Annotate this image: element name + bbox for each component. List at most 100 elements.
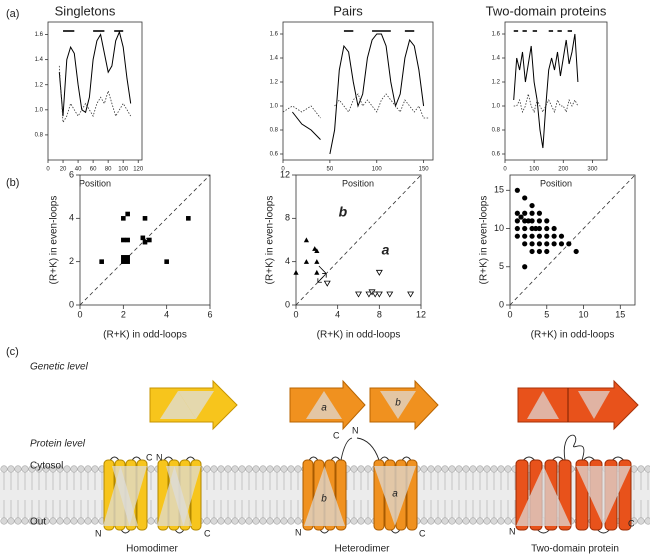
plot-frame	[282, 21, 434, 161]
point	[558, 233, 565, 239]
caption: Heterodimer	[334, 544, 390, 555]
point	[536, 241, 543, 247]
point	[522, 233, 528, 239]
lipid-head	[91, 465, 99, 473]
point	[314, 259, 320, 264]
repeat-triangle	[112, 466, 147, 526]
loop	[340, 437, 353, 461]
point	[558, 241, 565, 247]
lipid-head	[462, 517, 470, 525]
y-tick-label: 0.8	[492, 128, 501, 134]
lipid-head	[469, 517, 477, 525]
x-tick-label: 10	[579, 309, 589, 319]
plot-frame	[79, 174, 211, 306]
y-tick-label: 6	[69, 169, 74, 179]
line-series	[58, 65, 132, 124]
point	[544, 233, 550, 239]
x-tick-label: 0	[293, 309, 298, 319]
out-label: Out	[30, 517, 46, 528]
point	[303, 237, 310, 243]
lipid-head	[266, 465, 274, 473]
point	[121, 255, 126, 260]
lipid-head	[21, 517, 29, 525]
point	[125, 259, 130, 264]
lipid-head	[420, 465, 428, 473]
x-tick-label: 4	[335, 309, 340, 319]
repeat-triangle	[178, 391, 214, 419]
x-tick-label: 100	[529, 167, 540, 173]
terminus-label: C	[628, 518, 635, 528]
point	[142, 216, 148, 221]
lipid-head	[273, 517, 281, 525]
terminus-label: C	[419, 528, 426, 538]
plot-frame	[504, 21, 608, 161]
lipid-head	[434, 465, 442, 473]
y-axis-label: (R+K) in even-loops	[49, 196, 60, 285]
lipid-head	[497, 517, 505, 525]
subunit-label: a	[392, 489, 398, 500]
point	[147, 237, 152, 243]
lipid-head	[84, 517, 92, 525]
y-tick-label: 1.0	[35, 107, 44, 113]
lipid-head	[217, 517, 225, 525]
annotation: b	[339, 204, 348, 220]
lipid-head	[0, 465, 8, 473]
x-axis-label: (R+K) in odd-loops	[103, 330, 187, 341]
x-axis-label: (R+K) in odd-loops	[317, 330, 401, 341]
x-tick-label: 60	[90, 167, 97, 173]
x-tick-label: 5	[544, 309, 549, 319]
point	[99, 259, 104, 264]
y-tick-label: 5	[499, 261, 504, 271]
lipid-head	[364, 465, 372, 473]
lipid-head	[504, 517, 512, 525]
x-tick-label: 100	[118, 167, 129, 173]
point	[551, 225, 557, 232]
repeat-triangle	[304, 466, 345, 526]
lipid-head	[448, 517, 456, 525]
point	[125, 237, 130, 243]
lipid-head	[441, 465, 449, 473]
point	[522, 210, 528, 216]
loop	[356, 437, 380, 461]
lipid-head	[252, 517, 260, 525]
point	[544, 248, 550, 255]
chart-title: Two-domain proteins	[486, 3, 607, 18]
lipid-head	[63, 465, 71, 473]
lipid-head	[637, 517, 645, 525]
point	[573, 248, 579, 255]
lipid-head	[434, 517, 442, 525]
y-tick-label: 2	[69, 256, 74, 266]
lipid-head	[455, 517, 463, 525]
y-tick-label: 1.0	[492, 104, 501, 110]
line-series	[292, 33, 425, 155]
chart-title: Singletons	[55, 3, 116, 18]
x-tick-label: 15	[615, 309, 625, 319]
lipid-head	[203, 517, 211, 525]
lipid-head	[7, 517, 15, 525]
lipid-head	[49, 517, 57, 525]
x-tick-label: 80	[105, 167, 112, 173]
chart: 0 20 40 60 80 100 120 0.8 1.0 1.2 1.4 1.6 Singletons…	[35, 3, 144, 188]
point	[314, 269, 320, 275]
repeat-triangle	[516, 466, 571, 526]
y-tick-label: 1.4	[270, 56, 279, 62]
lipid-head	[427, 517, 435, 525]
caption: Two-domain protein	[531, 544, 619, 555]
lipid-head	[42, 517, 50, 525]
y-axis-label: (R+K) in even-loops	[479, 196, 490, 285]
y-tick-label: 1.0	[270, 104, 279, 110]
point	[125, 255, 130, 260]
lipid-head	[224, 517, 232, 525]
x-axis-label: Position	[79, 178, 111, 188]
lipid-head	[357, 517, 365, 525]
lipid-head	[35, 517, 43, 525]
point	[551, 233, 557, 239]
repeat-triangle	[306, 391, 342, 419]
lipid-head	[245, 465, 253, 473]
point	[121, 237, 126, 243]
y-tick-label: 1.6	[270, 32, 279, 38]
annotation: a	[382, 242, 390, 258]
plot-frame	[295, 174, 422, 306]
point	[529, 225, 535, 232]
